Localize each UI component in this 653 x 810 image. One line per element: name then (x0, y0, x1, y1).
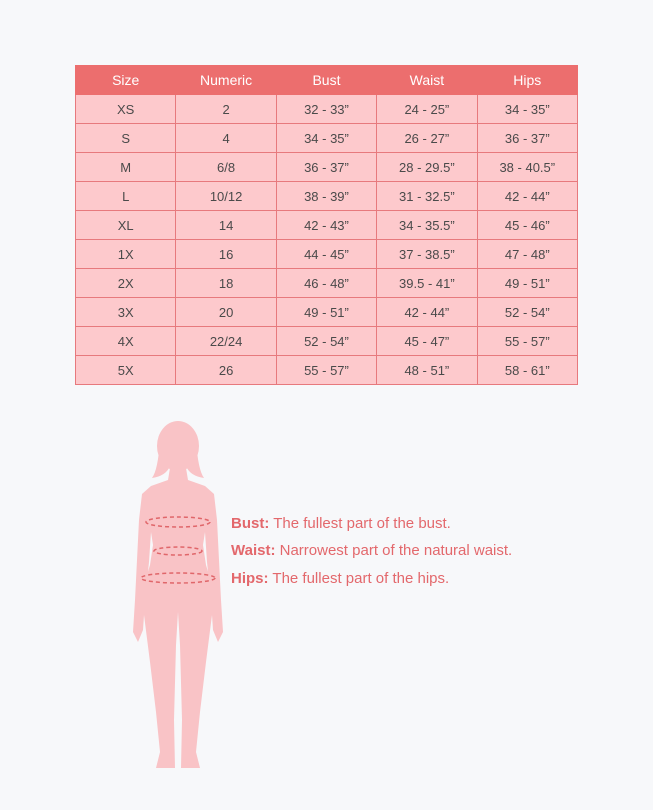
legend-waist: Waist: Narrowest part of the natural wai… (231, 542, 512, 559)
waist-line (153, 546, 203, 556)
table-row: S 4 34 - 35” 26 - 27” 36 - 37” (74, 123, 579, 153)
table-cell: 36 - 37” (275, 152, 378, 182)
table-row: 1X 16 44 - 45” 37 - 38.5” 47 - 48” (74, 239, 579, 269)
legend-hips: Hips: The fullest part of the hips. (231, 570, 449, 587)
header-row: Size Numeric Bust Waist Hips (74, 65, 579, 95)
table-cell: 55 - 57” (476, 326, 579, 356)
legend-term: Bust: (231, 515, 270, 532)
head (157, 421, 199, 471)
table-cell: S (74, 123, 177, 153)
table-cell: 26 - 27” (376, 123, 478, 153)
legend-term: Hips: (231, 570, 269, 587)
table-cell: 18 (175, 268, 277, 298)
table-cell: 49 - 51” (275, 297, 378, 327)
table-row: XL 14 42 - 43” 34 - 35.5” 45 - 46” (74, 210, 579, 240)
table-cell: 16 (175, 239, 277, 269)
table-row: 3X 20 49 - 51” 42 - 44” 52 - 54” (74, 297, 579, 327)
table-cell: 38 - 40.5” (476, 152, 579, 182)
body (133, 468, 223, 768)
table-cell: 10/12 (175, 181, 277, 211)
table-cell: 20 (175, 297, 277, 327)
table-cell: 58 - 61” (476, 355, 579, 385)
table-body: XS 2 32 - 33” 24 - 25” 34 - 35” S 4 34 - 35” 26 … (74, 94, 579, 385)
size-table: Size Numeric Bust Waist Hips XS 2 32 - 33” 24 -… (74, 65, 579, 385)
table-cell: L (74, 181, 177, 211)
legend-term: Waist: (231, 542, 276, 559)
legend-text: The fullest part of the hips. (272, 570, 450, 587)
table-cell: 55 - 57” (275, 355, 378, 385)
table-cell: 31 - 32.5” (376, 181, 478, 211)
table-cell: 48 - 51” (376, 355, 478, 385)
table-cell: 3X (74, 297, 177, 327)
column-header: Waist (376, 65, 478, 95)
table-cell: 42 - 44” (376, 297, 478, 327)
table-cell: XS (74, 94, 177, 124)
table-cell: 37 - 38.5” (376, 239, 478, 269)
table-cell: 14 (175, 210, 277, 240)
table-row: M 6/8 36 - 37” 28 - 29.5” 38 - 40.5” (74, 152, 579, 182)
table-cell: 44 - 45” (275, 239, 378, 269)
table-row: 2X 18 46 - 48” 39.5 - 41” 49 - 51” (74, 268, 579, 298)
column-header: Hips (476, 65, 579, 95)
column-header: Size (74, 65, 177, 95)
table-cell: M (74, 152, 177, 182)
table-row: 4X 22/24 52 - 54” 45 - 47” 55 - 57” (74, 326, 579, 356)
table-cell: 39.5 - 41” (376, 268, 478, 298)
table-cell: 34 - 35.5” (376, 210, 478, 240)
table-cell: 22/24 (175, 326, 277, 356)
table-cell: 32 - 33” (275, 94, 378, 124)
bust-line (145, 516, 211, 528)
table-cell: 45 - 46” (476, 210, 579, 240)
table-cell: 26 (175, 355, 277, 385)
legend-text: Narrowest part of the natural waist. (279, 542, 513, 559)
table-cell: XL (74, 210, 177, 240)
table-cell: 5X (74, 355, 177, 385)
table-cell: 34 - 35” (275, 123, 378, 153)
table-cell: 45 - 47” (376, 326, 478, 356)
table-cell: 49 - 51” (476, 268, 579, 298)
table-cell: 52 - 54” (275, 326, 378, 356)
table-cell: 46 - 48” (275, 268, 378, 298)
table-cell: 36 - 37” (476, 123, 579, 153)
table-cell: 38 - 39” (275, 181, 378, 211)
legend-bust: Bust: The fullest part of the bust. (231, 515, 451, 532)
table-row: 5X 26 55 - 57” 48 - 51” 58 - 61” (74, 355, 579, 385)
hips-line (140, 572, 216, 584)
table-cell: 42 - 43” (275, 210, 378, 240)
table-cell: 52 - 54” (476, 297, 579, 327)
hair (152, 440, 204, 478)
table-cell: 47 - 48” (476, 239, 579, 269)
table-cell: 2 (175, 94, 277, 124)
table-cell: 4X (74, 326, 177, 356)
table-cell: 4 (175, 123, 277, 153)
table-cell: 28 - 29.5” (376, 152, 478, 182)
legend-text: The fullest part of the bust. (273, 515, 451, 532)
